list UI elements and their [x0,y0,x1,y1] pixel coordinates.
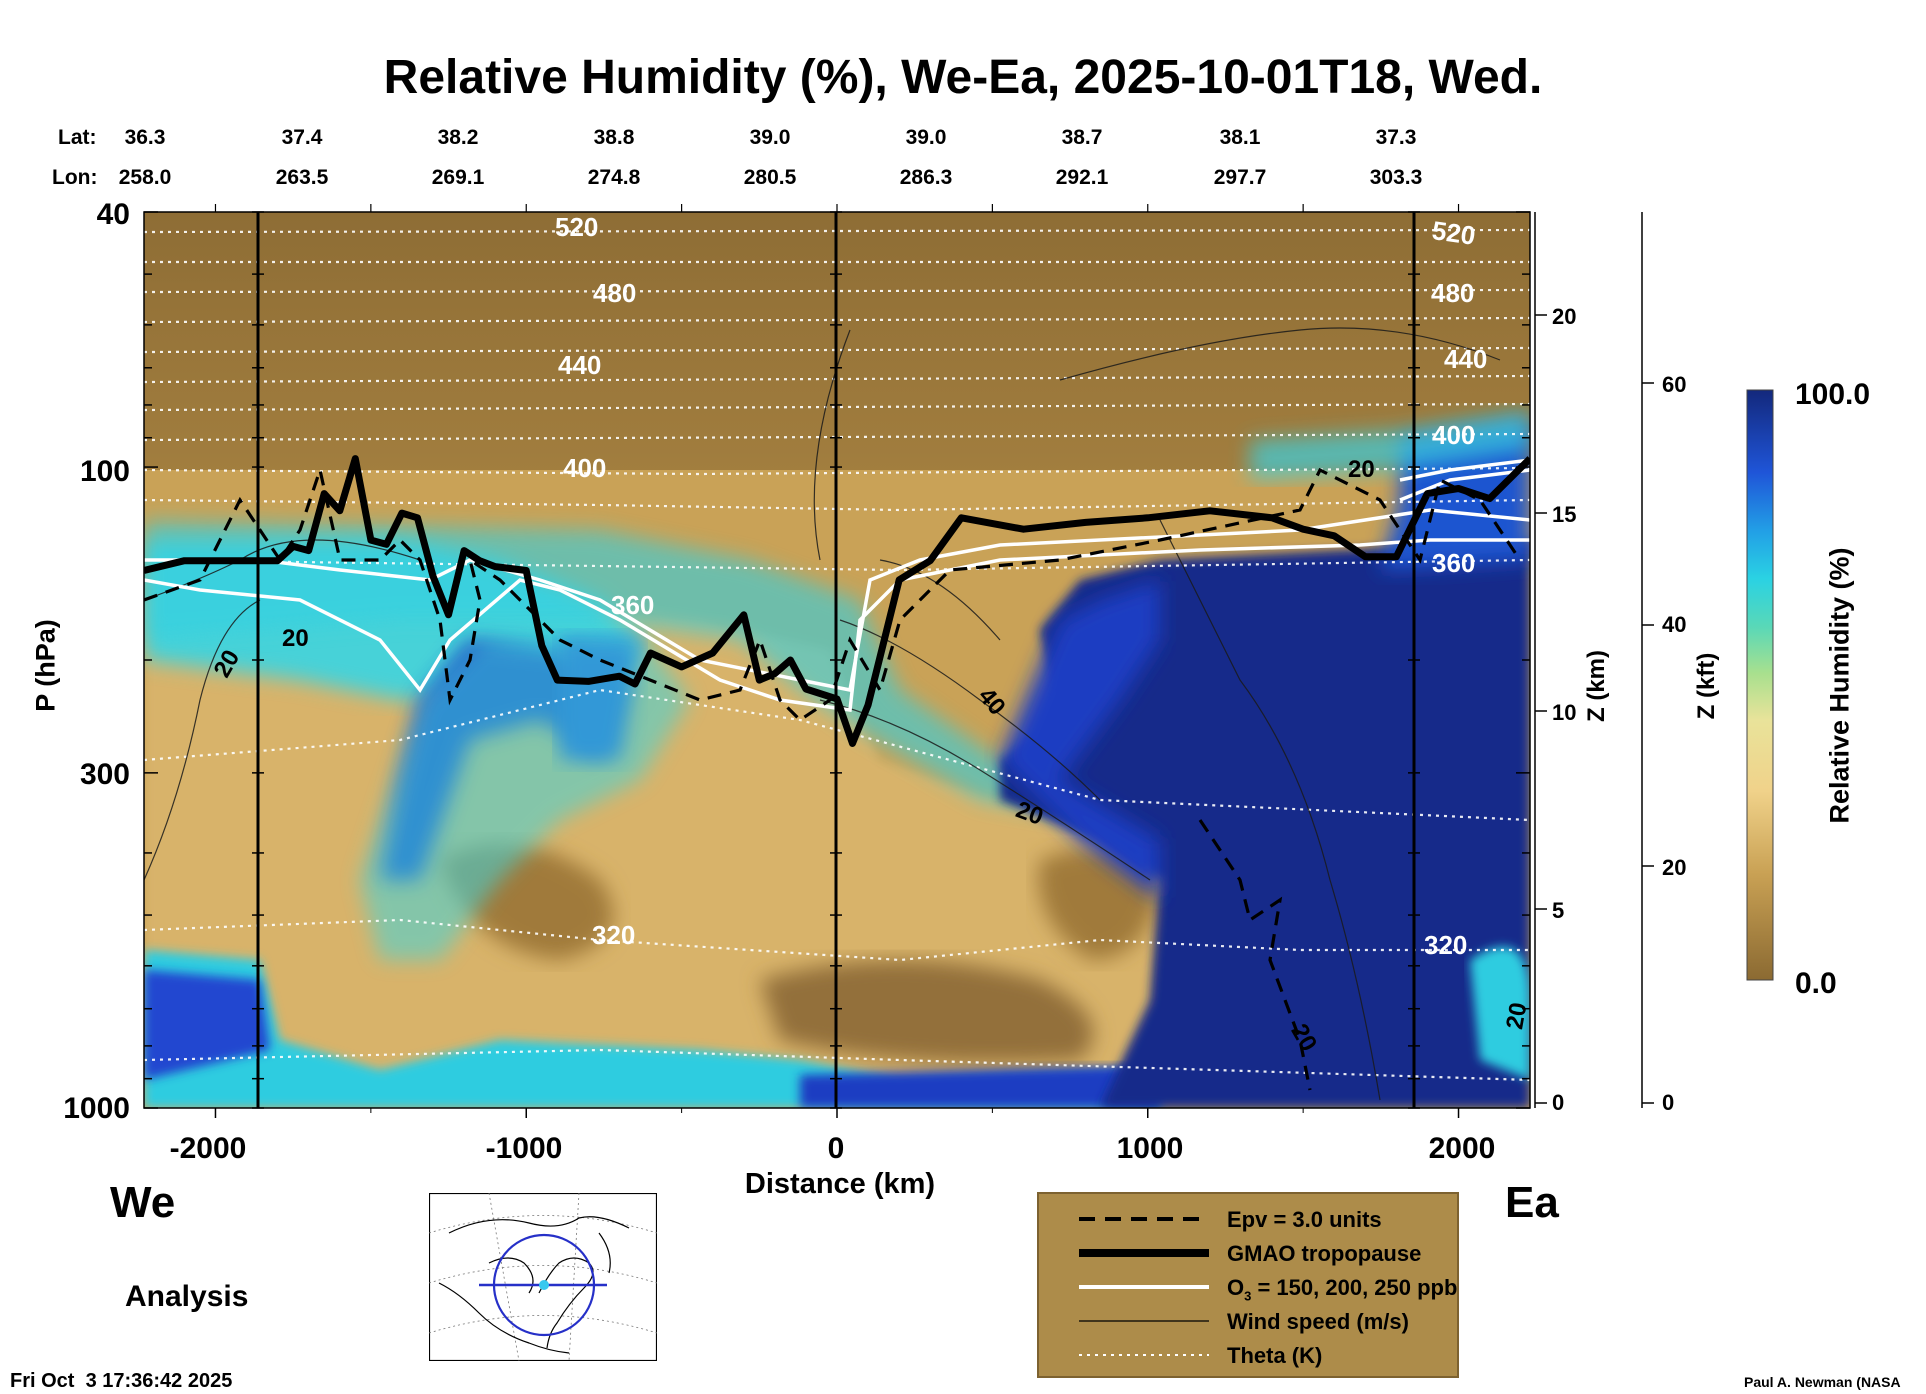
legend-label-tropopause: GMAO tropopause [1227,1241,1422,1266]
lon-value: 258.0 [118,166,172,189]
analysis-label: Analysis [125,1280,249,1313]
y-tick-1000: 1000 [63,1092,130,1125]
x-tick-neg1000: -1000 [485,1132,563,1165]
lon-value: 297.7 [1213,166,1267,189]
legend-item-wind: Wind speed (m/s) [1039,1306,1457,1340]
ozone-contours [144,458,1530,712]
legend-item-tropopause: GMAO tropopause [1039,1238,1457,1272]
lon-value: 280.5 [743,166,797,189]
wind_labels-label: 20 [1348,456,1375,483]
legend-swatch-ozone [1079,1285,1209,1289]
lat-value: 38.7 [1061,126,1103,149]
colorbar [1746,389,1774,981]
theta_labels_right-label: 480 [1431,278,1475,308]
z-kft-tick-20: 20 [1662,855,1687,880]
lat-value: 39.0 [905,126,947,149]
theta-contours [144,228,1530,1082]
y-tick-300: 300 [79,758,130,791]
theta_labels-label: 320 [592,920,636,950]
lon-value: 274.8 [587,166,641,189]
x-tick-1000: 1000 [1116,1132,1184,1165]
z-kft-tick-60: 60 [1662,372,1687,397]
colorbar-title: Relative Humidity (%) [1824,547,1855,824]
legend-label-theta: Theta (K) [1227,1343,1323,1368]
wind_labels-label: 20 [282,625,309,652]
x-axis-title: Distance (km) [744,1168,936,1200]
epv-contours [144,464,1522,1091]
z-km-tick-15: 15 [1552,502,1577,527]
x-tick-neg2000: -2000 [169,1132,247,1165]
y-axis-title: P (hPa) [30,619,61,712]
theta_labels_right-label: 400 [1432,420,1476,450]
z-kft-title: Z (kft) [1693,652,1720,720]
z-km-tick-5: 5 [1552,898,1565,923]
lat-value: 38.1 [1219,126,1261,149]
theta_labels_right-label: 320 [1424,930,1468,960]
z-km-tick-10: 10 [1552,700,1577,725]
lat-value: 38.8 [593,126,635,149]
colorbar-max-label: 100.0 [1795,378,1871,411]
z-kft-tick-0: 0 [1662,1090,1675,1115]
lon-value: 292.1 [1055,166,1109,189]
theta_labels_right-label: 440 [1444,344,1488,374]
legend-swatch-tropopause [1079,1249,1209,1257]
lat-value: 36.3 [124,126,166,149]
wind_labels-label: 20 [1501,1000,1533,1032]
lat-value: 37.4 [281,126,323,149]
legend-label-ozone: O3 = 150, 200, 250 ppb [1227,1275,1458,1304]
map-center-marker [539,1280,549,1290]
lon-value: 303.3 [1369,166,1423,189]
rh-field-boundary-layer [144,950,1160,1108]
credit: Paul A. Newman (NASA [1744,1374,1901,1390]
colorbar-min-label: 0.0 [1795,967,1837,1000]
z-kft-tick-40: 40 [1662,612,1687,637]
lat-value: 37.3 [1375,126,1417,149]
timestamp: Fri Oct 3 17:36:42 2025 [10,1370,233,1392]
legend-swatch-theta [1079,1354,1209,1356]
theta_labels-label: 440 [558,350,602,380]
x-tick-2000: 2000 [1428,1132,1496,1165]
legend-label-wind: Wind speed (m/s) [1227,1309,1409,1334]
tropopause-line [144,455,1530,747]
lat-value: 38.2 [437,126,479,149]
lon-value: 269.1 [431,166,485,189]
y-tick-100: 100 [79,455,130,488]
rh-field-saturated [1000,540,1530,1108]
z-km-tick-0: 0 [1552,1090,1565,1115]
legend-item-ozone: O3 = 150, 200, 250 ppb [1039,1272,1457,1306]
legend-item-theta: Theta (K) [1039,1340,1457,1374]
east-label: Ea [1505,1178,1559,1227]
theta_labels-label: 480 [593,278,637,308]
theta_labels-label: 520 [555,212,599,242]
legend-item-epv: Epv = 3.0 units [1039,1204,1457,1238]
lon-value: 286.3 [899,166,953,189]
x-tick-0: 0 [827,1132,845,1165]
legend-swatch-epv [1079,1217,1209,1221]
legend-swatch-wind [1079,1320,1209,1322]
lon-value: 263.5 [275,166,329,189]
theta_labels-label: 360 [611,590,655,620]
theta_labels-label: 400 [563,453,607,483]
lat-value: 39.0 [749,126,791,149]
theta_labels_right-label: 520 [1430,215,1478,251]
legend: Epv = 3.0 units GMAO tropopause O3 = 150… [1037,1192,1459,1378]
legend-label-epv: Epv = 3.0 units [1227,1207,1382,1232]
lat-label: Lat: [58,126,97,149]
theta_labels_right-label: 360 [1432,548,1476,578]
z-km-title: Z (km) [1583,650,1610,722]
lon-label: Lon: [52,166,98,189]
inset-map [429,1193,657,1361]
west-label: We [110,1178,176,1227]
chart-title: Relative Humidity (%), We-Ea, 2025-10-01… [383,51,1543,104]
z-km-tick-20: 20 [1552,304,1577,329]
y-tick-40: 40 [96,198,130,231]
